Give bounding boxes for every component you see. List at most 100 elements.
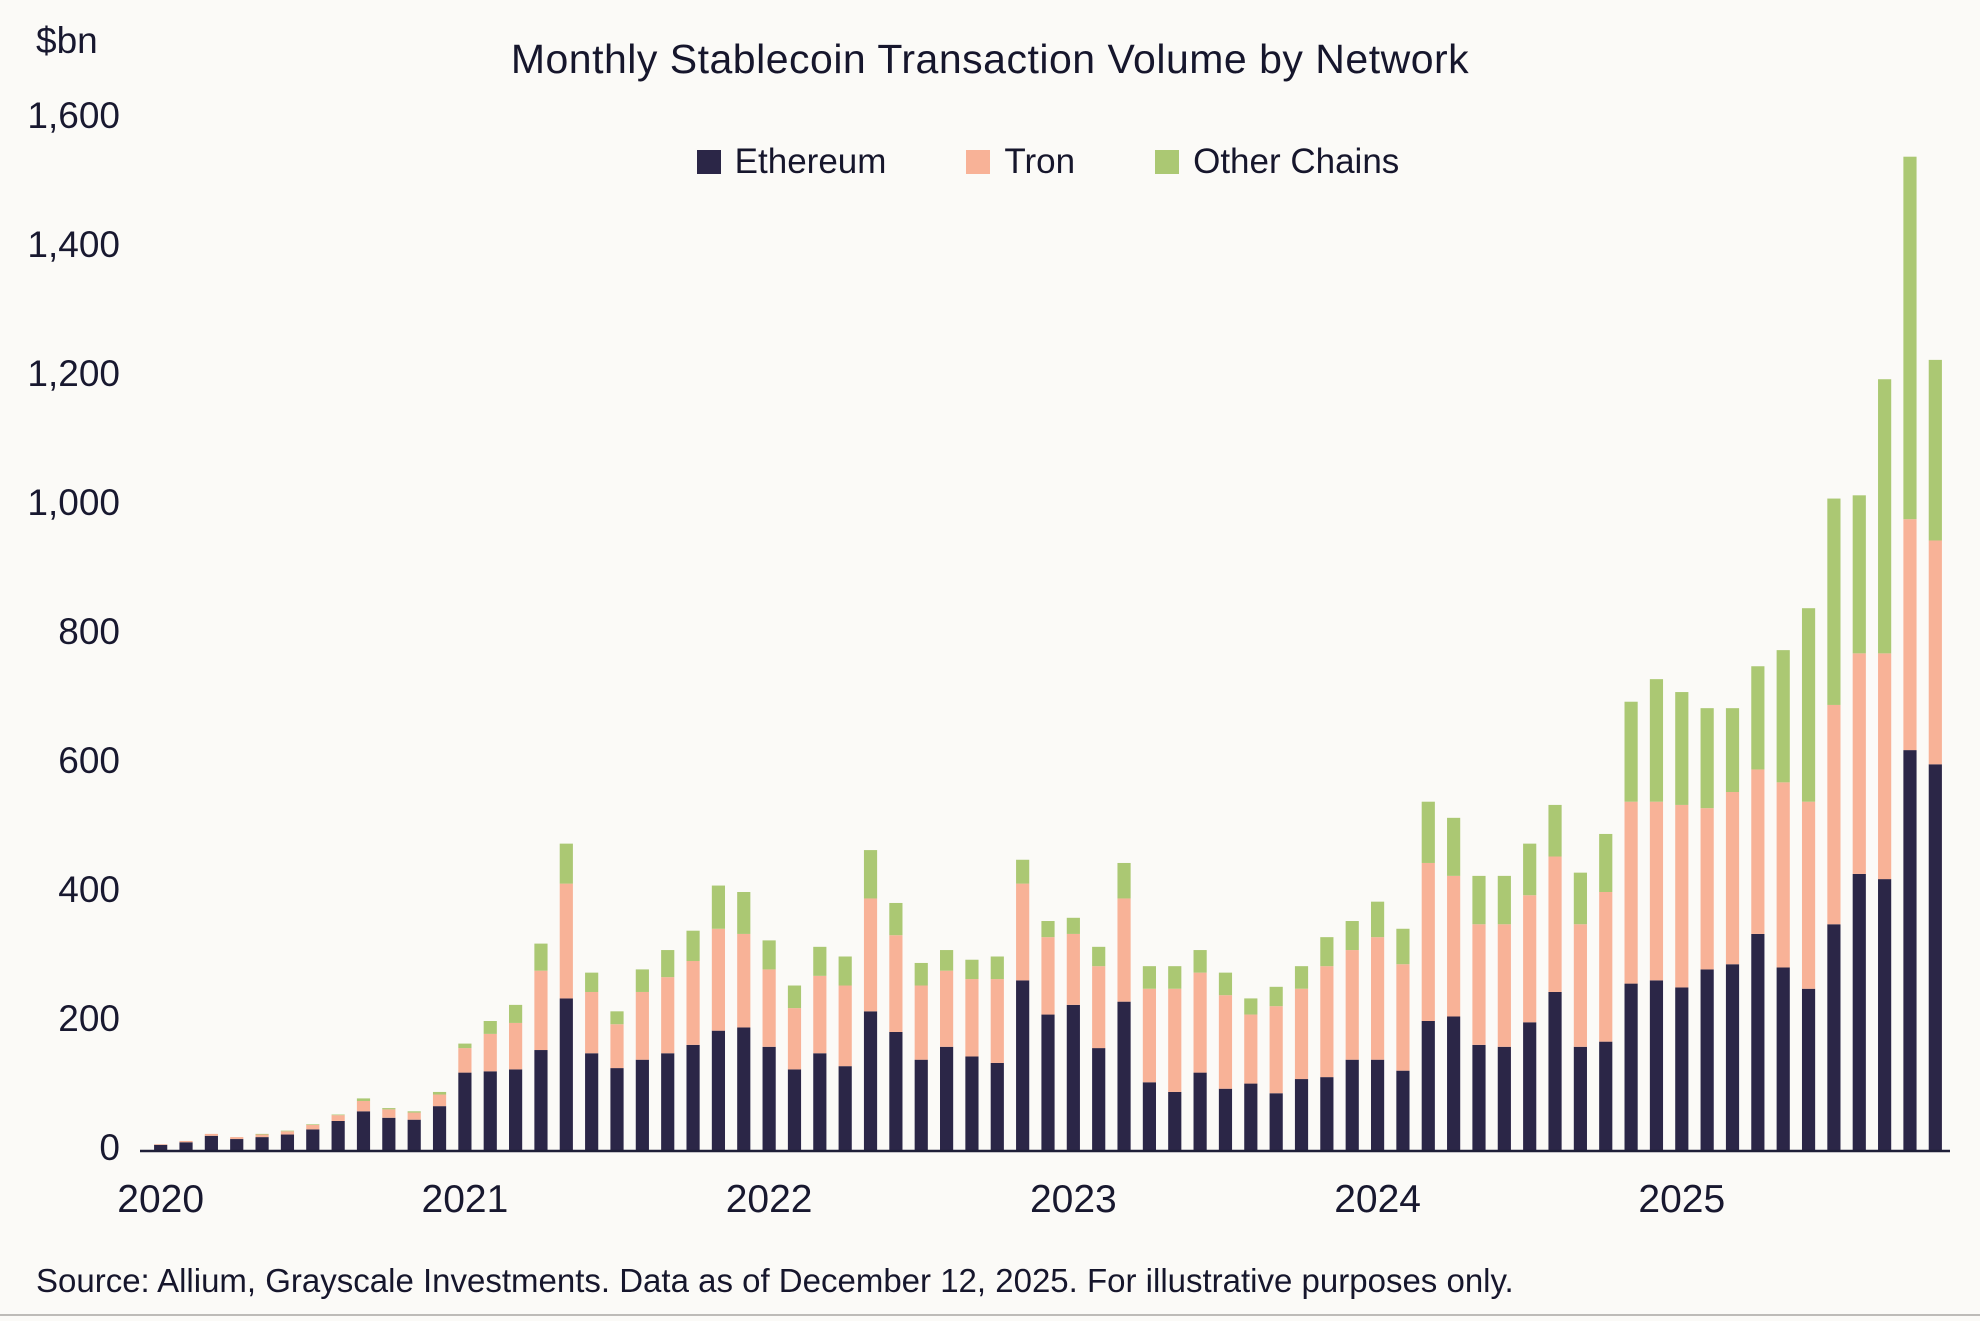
tron-legend-swatch-icon [966, 150, 991, 174]
bar-segment-ethereum [432, 1106, 447, 1150]
bar-segment-ethereum [1801, 988, 1816, 1150]
bar-segment-ethereum [1345, 1059, 1359, 1150]
bar-segment-tron [356, 1100, 371, 1112]
x-axis-tick-label: 2021 [422, 1178, 509, 1221]
bar-segment-ethereum [407, 1119, 421, 1150]
bar-segment-tron [1878, 653, 1892, 880]
bar-segment-other-chains [1751, 666, 1765, 770]
y-axis-tick-label: 400 [58, 869, 120, 910]
ethereum-legend-swatch-icon [696, 150, 721, 174]
bar-segment-ethereum [306, 1129, 320, 1150]
bar-segment-ethereum [610, 1068, 624, 1151]
bar-segment-ethereum [1294, 1079, 1309, 1150]
bar-segment-ethereum [559, 998, 573, 1150]
bar-segment-tron [863, 898, 878, 1012]
bar-segment-other-chains [1523, 843, 1537, 896]
bar-segment-tron [1244, 1014, 1258, 1084]
bar-segment-other-chains [1218, 972, 1233, 996]
legend-label-ethereum: Ethereum [734, 142, 887, 181]
bar-segment-tron [686, 961, 700, 1045]
bar-segment-other-chains [280, 1130, 295, 1132]
bar-segment-tron [1852, 653, 1866, 874]
bar-segment-other-chains [356, 1098, 371, 1101]
x-axis-tick-label: 2020 [117, 1178, 204, 1221]
bar-segment-ethereum [1497, 1046, 1511, 1150]
source-note: Source: Allium, Grayscale Investments. D… [36, 1262, 1514, 1299]
bar-segment-tron [1801, 801, 1816, 989]
bar-segment-tron [331, 1115, 345, 1121]
bar-segment-tron [965, 979, 979, 1057]
chart-legend: Ethereum Tron Other Chains [148, 142, 1948, 182]
bar-segment-ethereum [1548, 991, 1562, 1151]
bar-segment-tron [787, 1008, 802, 1070]
bar-segment-other-chains [1852, 495, 1866, 654]
bar-segment-ethereum [889, 1031, 903, 1150]
bar-segment-ethereum [458, 1072, 472, 1150]
y-axis-tick-label: 1,000 [27, 482, 120, 523]
bar-segment-ethereum [230, 1139, 244, 1150]
bar-segment-other-chains [1041, 921, 1055, 938]
y-axis-tick-label: 0 [99, 1127, 120, 1168]
bar-segment-other-chains [661, 950, 675, 978]
bar-segment-ethereum [1117, 1001, 1131, 1150]
bar-segment-ethereum [204, 1135, 218, 1150]
bar-segment-tron [1776, 782, 1790, 968]
bar-segment-tron [889, 935, 903, 1032]
bar-segment-ethereum [255, 1137, 269, 1150]
bar-segment-ethereum [914, 1059, 928, 1150]
legend-label-tron: Tron [1004, 142, 1076, 181]
bar-segment-ethereum [1725, 964, 1740, 1150]
bar-segment-ethereum [990, 1062, 1004, 1150]
bar-segment-other-chains [1370, 901, 1385, 938]
bar-segment-ethereum [1142, 1082, 1156, 1151]
bar-segment-other-chains [1396, 928, 1410, 965]
x-axis-tick-label: 2023 [1030, 1178, 1117, 1221]
bar-segment-ethereum [1193, 1072, 1207, 1150]
bar-segment-ethereum [1776, 967, 1790, 1150]
bar-segment-tron [179, 1140, 193, 1143]
bar-segment-other-chains [382, 1108, 396, 1110]
bar-segment-tron [154, 1144, 168, 1145]
bar-segment-ethereum [280, 1134, 295, 1150]
bar-segment-other-chains [863, 850, 878, 899]
bar-segment-other-chains [1928, 359, 1942, 541]
bar-segment-tron [483, 1033, 497, 1072]
bar-segment-tron [458, 1048, 472, 1073]
bar-segment-ethereum [762, 1046, 776, 1150]
bar-segment-ethereum [1649, 980, 1664, 1150]
bar-segment-tron [306, 1124, 320, 1130]
bar-segment-other-chains [1066, 917, 1080, 934]
bar-segment-other-chains [889, 902, 903, 936]
bar-segment-other-chains [559, 843, 573, 884]
bar-segment-other-chains [534, 943, 548, 971]
bar-segment-ethereum [1878, 879, 1892, 1150]
bar-segment-ethereum [1092, 1048, 1106, 1150]
other-chains-legend-swatch-icon [1155, 150, 1180, 174]
bar-segment-tron [1396, 964, 1410, 1071]
bar-segment-tron [737, 933, 751, 1028]
chart-title: Monthly Stablecoin Transaction Volume by… [510, 36, 1470, 82]
legend-item-other-chains: Other Chains [1155, 142, 1399, 182]
bar-segment-tron [1269, 1006, 1283, 1094]
bar-segment-tron [1624, 801, 1638, 984]
bar-segment-ethereum [787, 1069, 802, 1151]
bar-segment-tron [1345, 950, 1359, 1060]
bar-segment-other-chains [914, 962, 928, 986]
x-axis-tick-label: 2024 [1334, 1178, 1421, 1221]
y-axis-tick-label: 800 [58, 611, 120, 652]
bar-segment-other-chains [1548, 804, 1562, 857]
bar-segment-tron [534, 970, 548, 1051]
bar-segment-other-chains [1016, 859, 1030, 884]
bar-segment-other-chains [762, 940, 776, 970]
bar-segment-ethereum [635, 1059, 649, 1150]
legend-item-tron: Tron [966, 142, 1075, 182]
bar-segment-ethereum [331, 1120, 345, 1150]
bar-segment-ethereum [534, 1050, 548, 1151]
bar-segment-tron [661, 977, 675, 1054]
bar-segment-tron [1523, 895, 1537, 1023]
bar-segment-ethereum [1066, 1004, 1080, 1151]
bar-segment-other-chains [813, 946, 827, 976]
bar-segment-tron [559, 883, 573, 999]
bar-segment-tron [1092, 966, 1106, 1049]
bar-segment-other-chains [1142, 966, 1156, 989]
